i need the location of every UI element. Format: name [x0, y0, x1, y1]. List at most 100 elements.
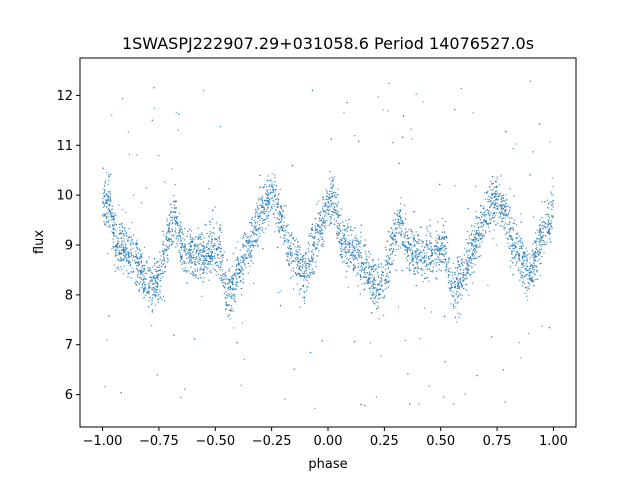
- data-point: [148, 292, 150, 294]
- data-point: [104, 191, 106, 193]
- data-point: [118, 246, 120, 249]
- data-point: [534, 232, 537, 234]
- data-point: [166, 223, 168, 226]
- data-point: [325, 214, 327, 216]
- data-point: [508, 211, 510, 213]
- data-point: [179, 224, 181, 226]
- data-point: [259, 212, 261, 215]
- data-point: [302, 255, 304, 257]
- data-point: [477, 256, 479, 258]
- data-point: [241, 322, 243, 324]
- data-point: [365, 253, 367, 255]
- data-point: [195, 276, 197, 278]
- data-point: [233, 327, 235, 329]
- data-point: [206, 272, 208, 274]
- data-point: [250, 222, 253, 224]
- data-point: [114, 270, 117, 272]
- data-point: [465, 283, 468, 286]
- data-point: [305, 290, 308, 292]
- data-point: [413, 273, 415, 275]
- data-point: [352, 249, 354, 251]
- data-point: [529, 257, 531, 259]
- data-point: [148, 269, 151, 271]
- data-point: [285, 240, 287, 242]
- data-point: [252, 246, 255, 248]
- data-point: [247, 262, 250, 265]
- data-point: [134, 243, 137, 245]
- data-point: [114, 249, 117, 251]
- data-point: [436, 278, 438, 280]
- data-point: [468, 249, 470, 252]
- data-point: [117, 252, 120, 254]
- data-point: [219, 243, 221, 245]
- data-point: [470, 244, 473, 246]
- data-point: [145, 294, 147, 297]
- data-point: [357, 267, 359, 269]
- data-point: [189, 259, 191, 261]
- data-point: [170, 212, 172, 214]
- data-point: [377, 283, 379, 286]
- data-point: [321, 207, 324, 209]
- data-point: [320, 219, 323, 221]
- data-point: [412, 237, 415, 240]
- data-point: [260, 206, 263, 208]
- data-point: [426, 263, 428, 265]
- data-point: [542, 234, 544, 237]
- data-point: [438, 250, 440, 252]
- data-point: [266, 190, 268, 193]
- data-point: [153, 274, 156, 277]
- data-point: [157, 301, 159, 303]
- data-point: [465, 238, 467, 241]
- data-point: [209, 223, 211, 226]
- data-point: [223, 292, 225, 295]
- data-point: [492, 238, 494, 240]
- data-point: [168, 240, 171, 243]
- data-point: [171, 207, 173, 209]
- data-point: [232, 252, 234, 255]
- data-point: [154, 304, 157, 307]
- data-point: [237, 281, 239, 283]
- data-point: [417, 255, 419, 258]
- data-point: [116, 243, 118, 246]
- data-point: [232, 297, 234, 300]
- data-point: [477, 247, 480, 249]
- data-point: [483, 221, 485, 223]
- data-point: [197, 238, 199, 240]
- data-point: [421, 274, 423, 276]
- data-point: [133, 256, 135, 258]
- data-point: [451, 282, 454, 284]
- data-point: [350, 262, 353, 264]
- data-point: [357, 237, 359, 240]
- data-point: [456, 257, 459, 259]
- data-point: [190, 261, 192, 264]
- data-point: [248, 245, 250, 247]
- data-point: [445, 262, 448, 264]
- data-point: [224, 282, 226, 284]
- data-point: [475, 237, 477, 239]
- data-point: [168, 231, 170, 233]
- data-point: [170, 216, 173, 219]
- data-point: [300, 265, 302, 268]
- data-point: [546, 199, 549, 201]
- data-point: [299, 306, 301, 308]
- data-point: [497, 195, 499, 197]
- data-point: [521, 247, 524, 249]
- data-point: [240, 262, 242, 264]
- data-point: [267, 207, 269, 209]
- data-point: [163, 248, 166, 250]
- data-point: [137, 257, 139, 259]
- data-point: [368, 273, 371, 275]
- data-point: [135, 280, 137, 282]
- data-point: [528, 273, 531, 275]
- data-point: [209, 233, 211, 235]
- data-point: [171, 230, 174, 232]
- data-point: [279, 188, 281, 190]
- data-point: [266, 203, 268, 206]
- data-point: [254, 215, 257, 217]
- data-point: [339, 242, 342, 244]
- data-point: [198, 248, 200, 250]
- data-point: [547, 229, 549, 231]
- data-point: [287, 253, 290, 256]
- data-point: [526, 258, 529, 260]
- data-point: [231, 296, 233, 298]
